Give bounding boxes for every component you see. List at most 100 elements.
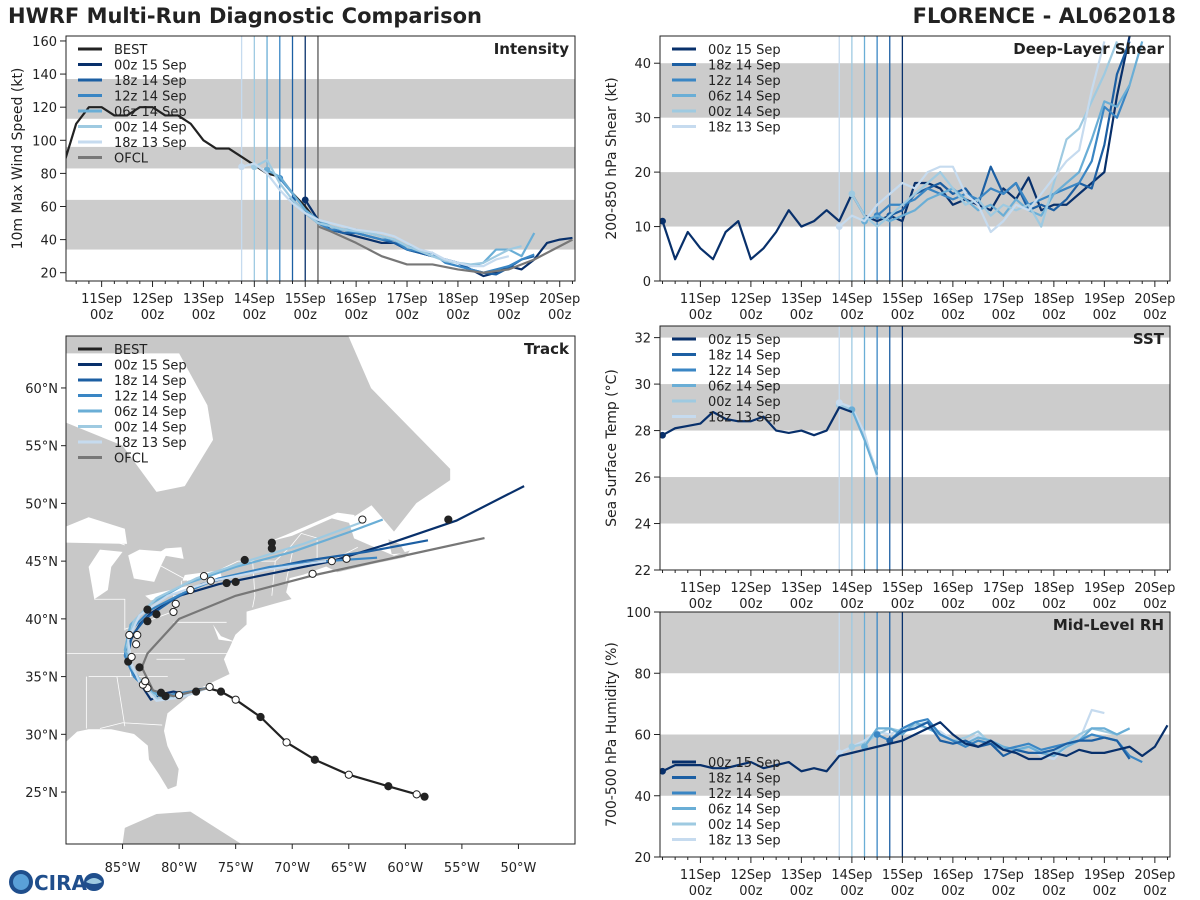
x-tick-label-hour: 00z	[1143, 308, 1167, 323]
shaded-band	[66, 79, 575, 119]
track-position-marker	[231, 577, 240, 587]
panel-title: Intensity	[494, 40, 570, 58]
y-tick-label: 30	[634, 378, 651, 393]
y-axis-label: 10m Max Wind Speed (kt)	[10, 68, 26, 250]
axes-frame	[65, 335, 576, 845]
track-position-marker	[186, 585, 195, 595]
x-tick-label: 20Sep	[1134, 581, 1175, 596]
x-tick-label: 16Sep	[336, 292, 377, 307]
x-tick-label: 60°W	[387, 861, 423, 876]
x-tick-label: 14Sep	[831, 292, 872, 307]
legend-label: 12z 14 Sep	[114, 90, 187, 105]
y-tick-label: 140	[32, 68, 57, 83]
y-tick-label: 40	[40, 234, 57, 249]
x-tick-label: 19Sep	[488, 292, 529, 307]
init-point	[848, 743, 856, 751]
legend-label: 00z 15 Sep	[114, 59, 187, 74]
x-tick-label-hour: 00z	[1042, 597, 1066, 612]
x-tick-label-hour: 00z	[891, 308, 915, 323]
legend-label: 00z 14 Sep	[708, 818, 781, 833]
x-tick-label-hour: 00z	[141, 308, 165, 323]
y-tick-label: 20	[634, 851, 651, 866]
track-position-marker	[384, 782, 393, 791]
axes-frame	[659, 325, 1171, 571]
init-point	[848, 190, 856, 198]
x-tick-label-hour: 00z	[840, 308, 864, 323]
x-tick-label: 50°W	[500, 861, 536, 876]
x-tick-label-hour: 00z	[689, 597, 713, 612]
storm-id: FLORENCE - AL062018	[912, 4, 1176, 28]
y-tick-label: 45°N	[25, 555, 58, 570]
legend-label: 00z 14 Sep	[708, 395, 781, 410]
legend-label: 18z 14 Sep	[114, 74, 187, 89]
x-tick-label-hour: 00z	[243, 308, 267, 323]
x-tick-label: 15Sep	[882, 581, 923, 596]
panel-rh: 11Sep00z12Sep00z13Sep00z14Sep00z15Sep00z…	[604, 606, 1175, 899]
init-point	[873, 731, 881, 738]
x-tick-label: 55°W	[444, 861, 480, 876]
x-tick-label-hour: 00z	[941, 597, 965, 612]
x-tick-label-hour: 00z	[891, 884, 915, 899]
track-position-marker	[152, 610, 161, 619]
x-tick-label: 14Sep	[831, 581, 872, 596]
x-tick-label-hour: 00z	[790, 884, 814, 899]
x-tick-label: 14Sep	[234, 292, 275, 307]
x-tick-label: 13Sep	[781, 292, 822, 307]
legend-label: 00z 14 Sep	[708, 105, 781, 120]
plot-area	[66, 336, 575, 844]
plot-area	[660, 612, 1170, 857]
y-tick-label: 35°N	[25, 671, 58, 686]
legend-label: 18z 13 Sep	[708, 121, 781, 136]
y-tick-label: 55°N	[25, 440, 58, 455]
x-tick-label: 11Sep	[680, 581, 721, 596]
y-tick-label: 120	[32, 101, 57, 116]
logo-text: CIRA	[34, 871, 88, 895]
x-tick-label-hour: 00z	[840, 597, 864, 612]
cira-logo: CIRA	[9, 870, 104, 895]
x-tick-label-hour: 00z	[1143, 597, 1167, 612]
x-tick-label: 13Sep	[781, 868, 822, 883]
x-tick-label: 70°W	[274, 861, 310, 876]
track-position-marker	[412, 790, 421, 799]
init-point	[660, 431, 666, 439]
lake-superior	[66, 517, 128, 544]
y-tick-label: 50°N	[25, 497, 58, 512]
x-tick-label: 19Sep	[1084, 581, 1125, 596]
legend-label: 18z 13 Sep	[114, 436, 187, 451]
st-lawrence	[269, 512, 355, 542]
panel-track: 85°W 80°W 75°W 70°W 65°W 60°W 55°W 50°W 25°N 30°N…	[25, 335, 576, 876]
x-tick-label: 17Sep	[387, 292, 428, 307]
y-tick-label: 60°N	[25, 382, 58, 397]
series-line-06z-14-sep	[850, 409, 879, 476]
border-line	[99, 722, 163, 729]
y-tick-label: 20	[634, 166, 651, 181]
x-tick-label: 65°W	[331, 861, 367, 876]
x-tick-label: 16Sep	[932, 292, 973, 307]
x-tick-label-hour: 00z	[992, 308, 1016, 323]
shaded-band	[660, 63, 1170, 118]
panel-title: Deep-Layer Shear	[1013, 40, 1164, 58]
x-tick-label: 14Sep	[831, 868, 872, 883]
series-line-06z-14-sep	[863, 721, 1131, 758]
track-position-marker	[308, 569, 317, 578]
plot-area	[660, 326, 1170, 570]
shaded-band	[660, 477, 1170, 524]
shaded-band	[660, 734, 1170, 796]
series-line-ofcl	[317, 225, 573, 274]
track-position-marker	[342, 554, 351, 563]
track-position-marker	[231, 695, 240, 704]
track-position-marker	[191, 687, 201, 696]
x-tick-label-hour: 00z	[497, 308, 521, 323]
x-tick-label: 19Sep	[1084, 868, 1125, 883]
lake-michigan	[88, 549, 123, 600]
track-position-marker	[358, 515, 367, 524]
x-tick-label-hour: 00z	[790, 308, 814, 323]
legend-label: 00z 15 Sep	[708, 756, 781, 771]
x-tick-label: 85°W	[105, 861, 141, 876]
x-tick-label-hour: 00z	[790, 597, 814, 612]
y-tick-label: 24	[634, 518, 651, 533]
plot-area	[66, 36, 575, 281]
x-tick-label-hour: 00z	[891, 597, 915, 612]
x-tick-label: 18Sep	[1033, 292, 1074, 307]
